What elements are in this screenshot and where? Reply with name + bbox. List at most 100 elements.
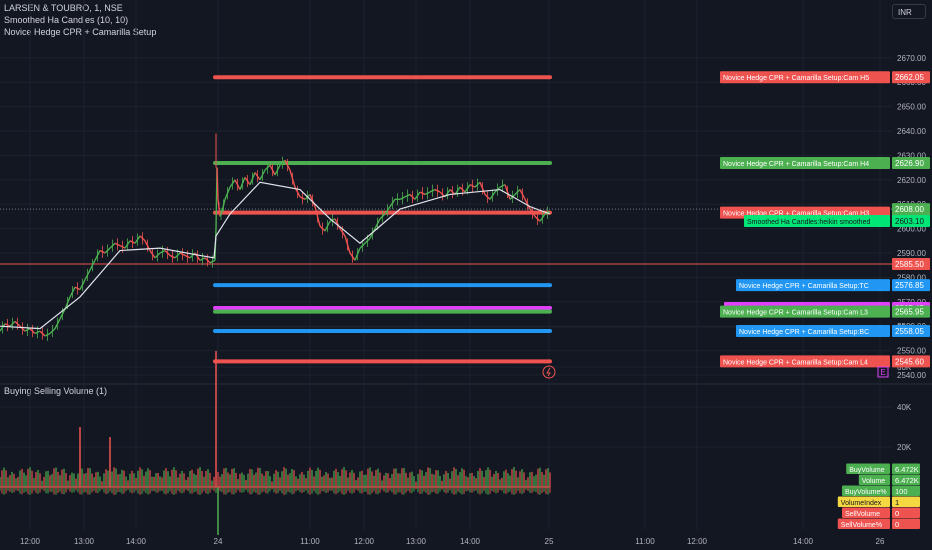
level-price-label-box bbox=[892, 156, 930, 169]
level-price-label: 2558.05 bbox=[895, 327, 924, 336]
level-name-label-box bbox=[720, 71, 890, 84]
level-name-label: Novice Hedge CPR + Camarilla Setup:Cam L… bbox=[723, 310, 868, 317]
level-lines bbox=[0, 75, 892, 364]
price-tick-label: 2550.00 bbox=[897, 347, 926, 356]
volume-stat-name: SellVolume% bbox=[841, 522, 882, 529]
smoothed-name-label-box bbox=[744, 215, 890, 228]
smoothed-price-label: 2603.10 bbox=[895, 217, 924, 226]
time-tick-label: 12:00 bbox=[20, 537, 41, 546]
price-series bbox=[0, 133, 551, 341]
volume-stat-value-box bbox=[892, 463, 920, 474]
volume-stat-value: 100 bbox=[895, 487, 908, 496]
time-tick-label: 14:00 bbox=[460, 537, 481, 546]
price-tick-label: 2590.00 bbox=[897, 249, 926, 258]
currency-selector[interactable]: INR bbox=[892, 4, 926, 19]
axes: 2670.002660.002650.002640.002630.002620.… bbox=[20, 54, 926, 546]
level-price-label: 2662.05 bbox=[895, 73, 924, 82]
volume-stat-name-box bbox=[842, 507, 890, 518]
time-tick-label: 11:00 bbox=[300, 537, 320, 546]
smoothed-ha-line bbox=[0, 181, 551, 330]
lightning-icon bbox=[542, 365, 556, 379]
level-name-label-box bbox=[736, 324, 890, 337]
volume-stat-name-box bbox=[837, 496, 890, 507]
level-name-label: Novice Hedge CPR + Camarilla Setup:Cam L… bbox=[723, 359, 868, 366]
volume-stat-value: 6.472K bbox=[895, 465, 919, 474]
volume-stat-name-box bbox=[842, 485, 890, 496]
event-marker-label: E bbox=[880, 368, 885, 377]
level-price-label-box bbox=[892, 305, 930, 318]
time-tick-label: 25 bbox=[545, 537, 554, 546]
level-price-label: 2545.60 bbox=[895, 357, 924, 366]
lightning-marker[interactable] bbox=[542, 365, 556, 379]
price-tick-label: 2620.00 bbox=[897, 176, 926, 185]
volume-tick-label: 40K bbox=[897, 403, 912, 412]
volume-stat-value-box bbox=[892, 518, 920, 529]
last-price-label: 2608.00 bbox=[895, 205, 924, 214]
level-price-label-box bbox=[892, 71, 930, 84]
volume-stat-name-box bbox=[858, 474, 890, 485]
volume-tick-label: 20K bbox=[897, 443, 912, 452]
time-tick-label: 12:00 bbox=[687, 537, 708, 546]
time-tick-label: 13:00 bbox=[74, 537, 95, 546]
volume-stat-name: SellVolume bbox=[845, 511, 880, 518]
time-tick-label: 12:00 bbox=[354, 537, 375, 546]
event-marker[interactable]: E bbox=[877, 366, 889, 378]
level-price-label: 2626.90 bbox=[895, 159, 924, 168]
level-name-label: Novice Hedge CPR + Camarilla Setup:BC bbox=[739, 329, 869, 336]
volume-stat-name-box bbox=[846, 463, 890, 474]
symbol-title[interactable]: LARSEN & TOUBRO, 1, NSE bbox=[4, 3, 123, 13]
volume-stat-value-box bbox=[892, 474, 920, 485]
price-tick-label: 2630.00 bbox=[897, 151, 926, 160]
volume-tick-label: 60K bbox=[897, 363, 912, 372]
level-price-label-box bbox=[892, 279, 930, 292]
volume-stat-value-box bbox=[892, 485, 920, 496]
price-tick-label: 2600.00 bbox=[897, 225, 926, 234]
level-price-label-box bbox=[892, 324, 930, 337]
time-tick-label: 13:00 bbox=[406, 537, 427, 546]
level-name-label: Novice Hedge CPR + Camarilla Setup:Cam H… bbox=[723, 75, 869, 82]
time-tick-label: 14:00 bbox=[126, 537, 147, 546]
volume-stat-name: BuyVolume bbox=[849, 467, 885, 474]
volume-stat-name: Volume bbox=[862, 478, 885, 485]
volume-stat-value: 6.472K bbox=[895, 476, 919, 485]
time-tick-label: 11:00 bbox=[635, 537, 655, 546]
indicator-cpr-camarilla[interactable]: Novice Hedge CPR + Camarilla Setup bbox=[4, 27, 157, 37]
volume-stat-value: 1 bbox=[895, 498, 899, 507]
volume-stat-name-box bbox=[837, 518, 890, 529]
price-tick-label: 2580.00 bbox=[897, 273, 926, 282]
level-name-label: Novice Hedge CPR + Camarilla Setup:Cam H… bbox=[723, 211, 869, 218]
price-tick-label: 2670.00 bbox=[897, 54, 926, 63]
volume-pane-title[interactable]: Buying Selling Volume (1) bbox=[4, 386, 108, 396]
level-name-label-box bbox=[720, 156, 890, 169]
last-price-label-box bbox=[892, 203, 930, 216]
level-name-label-box bbox=[736, 279, 890, 292]
volume-stat-name: VolumeIndex bbox=[841, 500, 882, 507]
level-name-label-box bbox=[720, 305, 890, 318]
smoothed-name-label: Smoothed Ha Candles:heikin smoothed bbox=[747, 219, 870, 226]
smoothed-price-label-box bbox=[892, 215, 930, 228]
level-price-label-box bbox=[892, 257, 930, 270]
time-tick-label: 24 bbox=[214, 537, 223, 546]
level-name-label-box bbox=[720, 355, 890, 368]
level-labels: Novice Hedge CPR + Camarilla Setup:Cam H… bbox=[720, 71, 930, 529]
price-tick-label: 2640.00 bbox=[897, 127, 926, 136]
volume-stat-value: 0 bbox=[895, 509, 899, 518]
volume-stat-value-box bbox=[892, 507, 920, 518]
volume-stat-name: BuyVolume% bbox=[845, 489, 887, 496]
level-price-label: 2585.50 bbox=[895, 260, 924, 269]
level-price-label: 2565.95 bbox=[895, 308, 924, 317]
level-price-label-box bbox=[892, 355, 930, 368]
time-tick-label: 26 bbox=[876, 537, 885, 546]
lightning-glyph bbox=[546, 367, 551, 377]
volume-stat-value: 0 bbox=[895, 520, 899, 529]
time-tick-label: 14:00 bbox=[793, 537, 814, 546]
level-name-label: Novice Hedge CPR + Camarilla Setup:TC bbox=[739, 283, 869, 290]
price-tick-label: 2540.00 bbox=[897, 371, 926, 380]
level-name-label: Novice Hedge CPR + Camarilla Setup:Cam H… bbox=[723, 161, 869, 168]
volume-stat-value-box bbox=[892, 496, 920, 507]
level-price-label: 2576.85 bbox=[895, 281, 924, 290]
price-tick-label: 2650.00 bbox=[897, 103, 926, 112]
volume-bars bbox=[0, 351, 551, 535]
indicator-smoothed-ha[interactable]: Smoothed Ha Candles (10, 10) bbox=[4, 15, 129, 25]
